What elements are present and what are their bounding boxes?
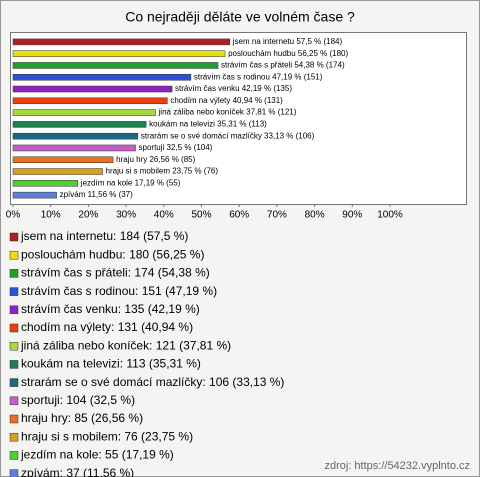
legend-swatch bbox=[9, 451, 19, 460]
bar bbox=[12, 144, 136, 152]
data-label: strávím čas s rodinou 47,19 % (151) bbox=[194, 72, 323, 81]
legend-label: chodím na výlety: 131 (40,94 %) bbox=[21, 320, 193, 334]
data-label: strávím čas s přáteli 54,38 % (174) bbox=[221, 61, 345, 70]
x-tick-label: 20% bbox=[78, 210, 98, 221]
legend-label: strávím čas s přáteli: 174 (54,38 %) bbox=[21, 266, 210, 280]
data-label: poslouchám hudbu 56,25 % (180) bbox=[228, 49, 348, 58]
legend-label: jiná záliba nebo koníček: 121 (37,81 %) bbox=[20, 338, 231, 352]
bar bbox=[12, 180, 79, 187]
legend-swatch bbox=[9, 360, 19, 369]
legend-swatch bbox=[9, 305, 19, 315]
legend-label: strávím čas s rodinou: 151 (47,19 %) bbox=[21, 284, 217, 298]
x-tick-label: 10% bbox=[41, 210, 61, 221]
legend-label: sportuji: 104 (32,5 %) bbox=[21, 393, 135, 407]
legend-swatch bbox=[9, 341, 19, 351]
legend-label: hraju hry: 85 (26,56 %) bbox=[21, 411, 143, 425]
bar bbox=[12, 121, 147, 128]
bar bbox=[12, 97, 168, 105]
legend-label: koukám na televizi: 113 (35,31 %) bbox=[21, 357, 201, 371]
legend-swatch bbox=[9, 414, 19, 424]
legend-swatch bbox=[9, 396, 19, 406]
legend-swatch bbox=[9, 250, 19, 260]
data-label: jiná záliba nebo koníček 37,81 % (121) bbox=[158, 108, 297, 117]
bar bbox=[12, 85, 173, 93]
legend-label: strávím čas venku: 135 (42,19 %) bbox=[21, 302, 200, 316]
x-tick-label: 30% bbox=[116, 210, 136, 221]
plot-area bbox=[10, 32, 467, 205]
legend-swatch bbox=[9, 232, 19, 242]
data-label: hraju si s mobilem 23,75 % (76) bbox=[106, 167, 219, 176]
data-label: jsem na internetu 57,5 % (184) bbox=[232, 37, 343, 46]
source: zdroj: https://54232.vyplnto.cz bbox=[324, 460, 470, 472]
data-label: jezdím na kole 17,19 % (55) bbox=[80, 178, 181, 187]
bar bbox=[12, 62, 219, 69]
legend-swatch bbox=[9, 432, 19, 442]
bar bbox=[12, 191, 57, 199]
legend-swatch bbox=[9, 378, 19, 387]
x-tick-label: 50% bbox=[191, 210, 211, 221]
data-label: chodím na výlety 40,94 % (131) bbox=[170, 96, 283, 105]
bar bbox=[12, 109, 156, 116]
x-tick-label: 60% bbox=[229, 210, 249, 221]
legend-label: jsem na internetu: 184 (57,5 %) bbox=[20, 229, 188, 243]
chart-title: Co nejraději děláte ve volném čase ? bbox=[125, 9, 355, 25]
data-label: strarám se o své domácí mazlíčky 33,13 %… bbox=[141, 131, 315, 140]
x-tick-label: 90% bbox=[342, 210, 362, 221]
legend-swatch bbox=[9, 323, 19, 333]
legend-label: strarám se o své domácí mazlíčky: 106 (3… bbox=[21, 375, 284, 389]
legend-label: jezdím na kole: 55 (17,19 %) bbox=[20, 448, 174, 462]
x-tick-label: 70% bbox=[267, 210, 287, 221]
legend-swatch bbox=[9, 269, 19, 278]
bar bbox=[12, 168, 103, 175]
legend-label: zpívám: 37 (11,56 %) bbox=[21, 466, 134, 477]
x-tick-label: 100% bbox=[377, 210, 403, 221]
bar bbox=[12, 156, 114, 163]
legend-swatch bbox=[9, 469, 19, 477]
data-label: zpívám 11,56 % (37) bbox=[60, 190, 134, 199]
bar bbox=[12, 74, 192, 81]
bar bbox=[12, 38, 231, 46]
legend-swatch bbox=[9, 287, 19, 296]
x-tick-label: 0% bbox=[6, 210, 21, 221]
x-tick-label: 40% bbox=[154, 210, 174, 221]
x-tick-label: 80% bbox=[305, 210, 325, 221]
bar bbox=[12, 132, 139, 140]
data-label: koukám na televizi 35,31 % (113) bbox=[149, 120, 267, 129]
legend-label: hraju si s mobilem: 76 (23,75 %) bbox=[21, 429, 193, 443]
legend-label: poslouchám hudbu: 180 (56,25 %) bbox=[21, 247, 204, 261]
bar bbox=[12, 50, 226, 57]
data-label: sportuji 32,5 % (104) bbox=[139, 143, 213, 152]
data-label: hraju hry 26,56 % (85) bbox=[116, 155, 195, 164]
data-label: strávím čas venku 42,19 % (135) bbox=[175, 84, 292, 93]
